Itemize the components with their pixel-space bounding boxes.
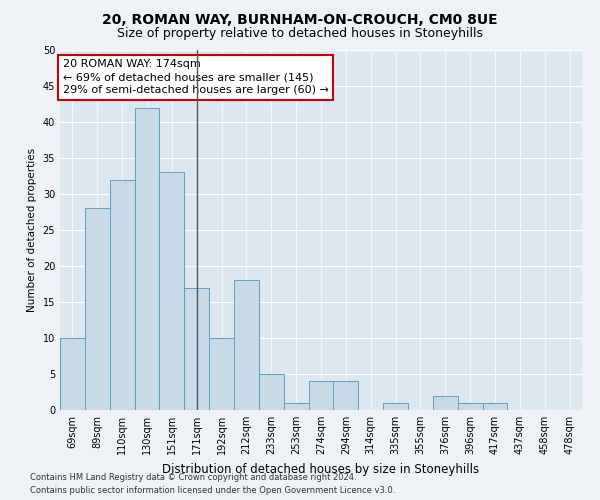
Bar — [259, 374, 284, 410]
Bar — [110, 180, 134, 410]
Bar — [234, 280, 259, 410]
Bar — [308, 381, 334, 410]
Bar — [184, 288, 209, 410]
Bar — [383, 403, 408, 410]
X-axis label: Distribution of detached houses by size in Stoneyhills: Distribution of detached houses by size … — [163, 462, 479, 475]
Bar — [284, 403, 308, 410]
Bar — [134, 108, 160, 410]
Y-axis label: Number of detached properties: Number of detached properties — [27, 148, 37, 312]
Text: 20 ROMAN WAY: 174sqm
← 69% of detached houses are smaller (145)
29% of semi-deta: 20 ROMAN WAY: 174sqm ← 69% of detached h… — [62, 59, 328, 96]
Text: 20, ROMAN WAY, BURNHAM-ON-CROUCH, CM0 8UE: 20, ROMAN WAY, BURNHAM-ON-CROUCH, CM0 8U… — [102, 12, 498, 26]
Bar — [160, 172, 184, 410]
Text: Size of property relative to detached houses in Stoneyhills: Size of property relative to detached ho… — [117, 28, 483, 40]
Bar — [85, 208, 110, 410]
Text: Contains public sector information licensed under the Open Government Licence v3: Contains public sector information licen… — [30, 486, 395, 495]
Text: Contains HM Land Registry data © Crown copyright and database right 2024.: Contains HM Land Registry data © Crown c… — [30, 474, 356, 482]
Bar — [433, 396, 458, 410]
Bar — [334, 381, 358, 410]
Bar — [482, 403, 508, 410]
Bar — [209, 338, 234, 410]
Bar — [458, 403, 482, 410]
Bar — [60, 338, 85, 410]
